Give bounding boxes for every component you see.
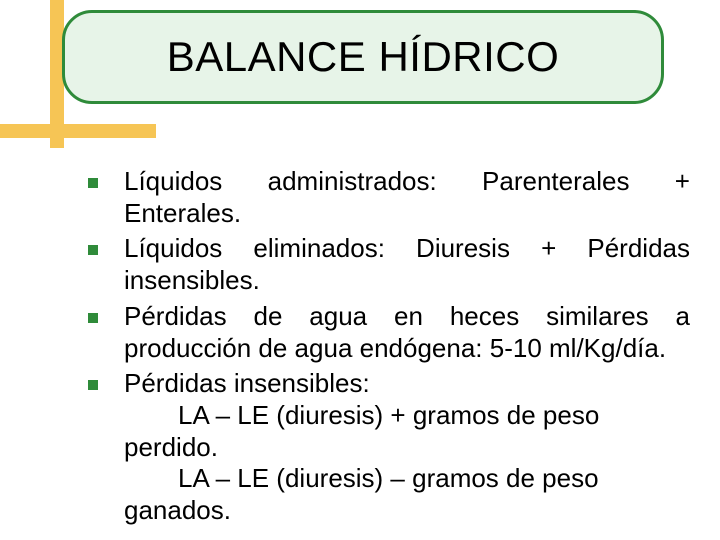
- list-item-text: Líquidos eliminados: Diuresis + Pérdidas…: [124, 233, 690, 296]
- list-item: Pérdidas insensibles: LA – LE (diuresis)…: [88, 368, 690, 527]
- square-bullet-icon: [88, 380, 98, 390]
- list-item-subline: LA – LE (diuresis) + gramos de peso perd…: [124, 400, 599, 462]
- list-item-subline: LA – LE (diuresis) – gramos de peso gana…: [124, 463, 599, 525]
- list-item: Pérdidas de agua en heces similares a pr…: [88, 301, 690, 364]
- list-item: Líquidos eliminados: Diuresis + Pérdidas…: [88, 233, 690, 296]
- list-item-text: Pérdidas de agua en heces similares a pr…: [124, 301, 690, 364]
- square-bullet-icon: [88, 178, 98, 188]
- title-box: BALANCE HÍDRICO: [62, 10, 664, 104]
- accent-bar-horizontal: [0, 124, 156, 138]
- list-item-text: Pérdidas insensibles: LA – LE (diuresis)…: [124, 368, 690, 527]
- square-bullet-icon: [88, 313, 98, 323]
- square-bullet-icon: [88, 245, 98, 255]
- slide-title: BALANCE HÍDRICO: [167, 33, 560, 81]
- content-area: Líquidos administrados: Parenterales + E…: [88, 166, 690, 531]
- list-item-lead: Pérdidas insensibles:: [124, 368, 370, 398]
- list-item-text: Líquidos administrados: Parenterales + E…: [124, 166, 690, 229]
- list-item: Líquidos administrados: Parenterales + E…: [88, 166, 690, 229]
